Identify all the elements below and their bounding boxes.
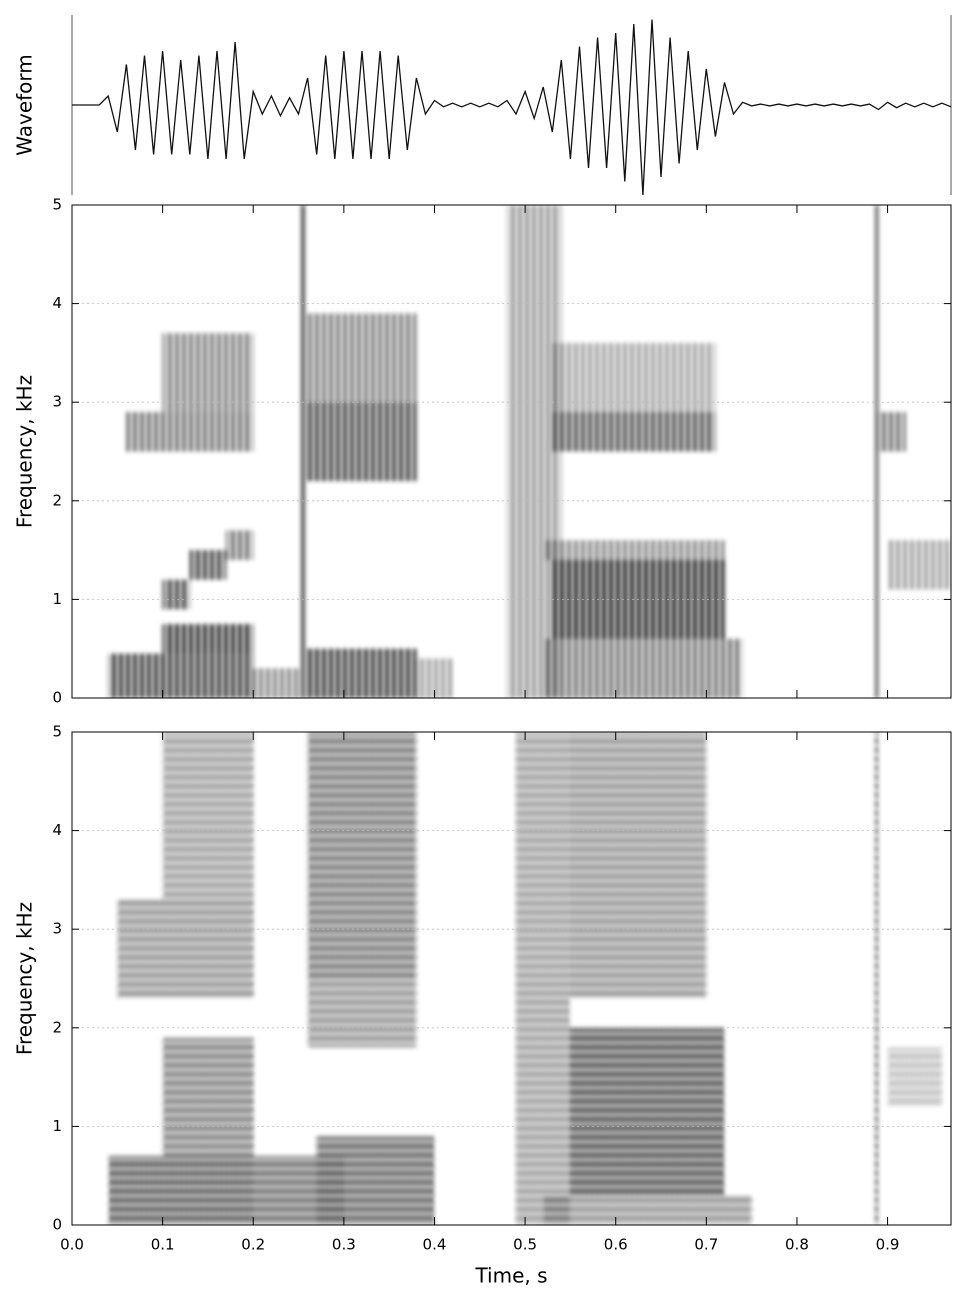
plot-frame [71,731,952,1226]
energy-region [162,624,254,654]
energy-region [543,540,725,560]
x-tick-label: 0.8 [785,1236,809,1254]
y-tick-label: 5 [52,196,62,214]
energy-region [873,732,879,1225]
waveform-line [72,19,952,196]
energy-region [162,579,190,610]
x-tick-label: 0.2 [241,1236,265,1254]
y-axis-label: Frequency, kHz [13,902,37,1055]
energy-region [226,530,254,560]
energy-region [307,402,417,482]
energy-region [108,653,254,698]
y-axis-label: Waveform [13,54,37,156]
energy-region [126,412,254,452]
energy-region [162,333,254,413]
energy-region [162,732,254,900]
x-tick-label: 0.7 [694,1236,718,1254]
energy-region [189,550,227,580]
energy-region [162,1037,254,1156]
regions [108,732,942,1225]
energy-region [543,1195,752,1225]
y-tick-label: 0 [52,689,62,707]
energy-region [307,648,417,698]
energy-region [552,343,716,413]
energy-region [873,205,879,698]
y-tick-label: 5 [52,723,62,741]
energy-region [298,205,308,698]
energy-region [552,412,716,452]
y-tick-label: 4 [52,294,62,312]
y-tick-label: 1 [52,590,62,608]
y-axis-label: Frequency, kHz [13,375,37,528]
energy-region [253,668,299,698]
y-tick-label: 2 [52,491,62,509]
energy-region [570,1027,725,1196]
y-tick-label: 3 [52,393,62,411]
energy-region [307,978,417,1048]
energy-region [316,1136,435,1225]
energy-region [887,540,951,590]
x-tick-label: 0.4 [423,1236,447,1254]
y-tick-label: 1 [52,1117,62,1135]
y-tick-label: 3 [52,920,62,938]
plot-frame [71,204,952,699]
x-tick-label: 0.9 [876,1236,900,1254]
energy-region [117,899,254,999]
x-tick-label: 0.1 [151,1236,175,1254]
y-tick-label: 2 [52,1018,62,1036]
regions [108,205,951,698]
x-tick-label: 0.5 [513,1236,537,1254]
energy-region [307,313,417,403]
energy-region [108,1155,254,1225]
energy-region [887,1047,942,1107]
energy-region [570,732,707,999]
x-tick-label: 0.6 [604,1236,628,1254]
x-tick-label: 0.0 [60,1236,84,1254]
y-tick-label: 0 [52,1216,62,1234]
x-axis-label: Time, s [474,1264,547,1288]
energy-region [307,732,417,979]
energy-region [516,732,571,1225]
energy-region [878,412,906,452]
x-tick-label: 0.3 [332,1236,356,1254]
energy-region [543,638,743,698]
y-tick-label: 4 [52,821,62,839]
